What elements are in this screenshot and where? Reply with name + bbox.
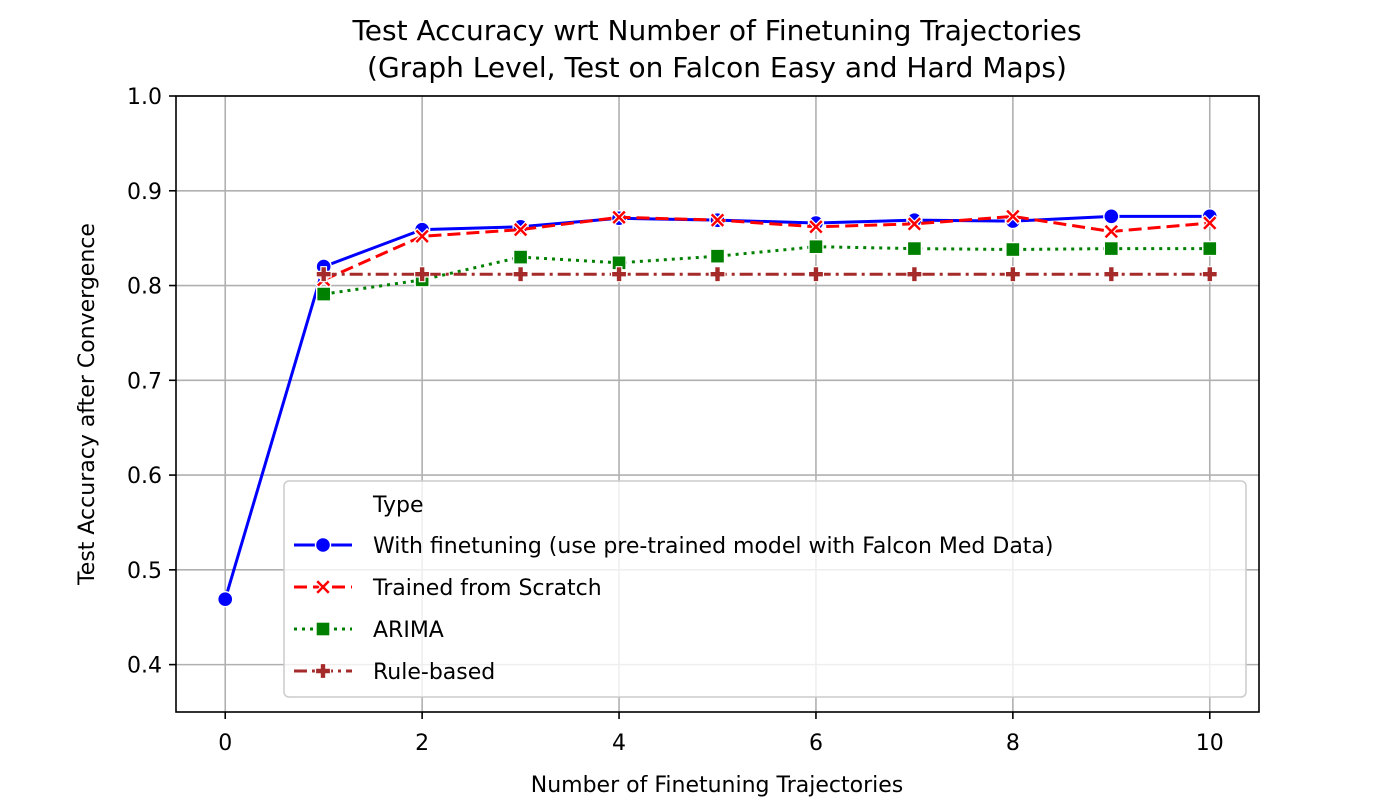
legend-entry-2: Trained from Scratch xyxy=(294,576,602,601)
legend-marker xyxy=(314,536,332,554)
data-point xyxy=(1103,266,1120,283)
y-tick-label: 0.5 xyxy=(127,559,162,584)
legend-entries: With finetuning (use pre-trained model w… xyxy=(294,534,1054,685)
data-point xyxy=(906,240,923,257)
data-point xyxy=(807,266,825,283)
chart-title: Test Accuracy wrt Number of Finetuning T… xyxy=(351,14,1081,47)
legend-box xyxy=(283,480,1247,698)
data-point xyxy=(709,266,726,283)
series-2 xyxy=(315,208,1219,289)
y-tick-label: 0.4 xyxy=(127,654,162,679)
legend-label: Rule-based xyxy=(373,660,495,685)
y-tick-label: 0.7 xyxy=(127,369,162,394)
legend: Type With finetuning (use pre-trained mo… xyxy=(283,480,1247,698)
x-tick-label: 4 xyxy=(612,731,626,756)
data-point xyxy=(512,266,529,283)
data-point xyxy=(1102,223,1120,240)
data-point xyxy=(315,266,332,283)
x-tick-label: 2 xyxy=(415,731,429,756)
y-tick-label: 1.0 xyxy=(127,85,162,110)
legend-entry-3: ARIMA xyxy=(294,618,444,643)
legend-label: ARIMA xyxy=(373,618,444,643)
data-point xyxy=(1103,208,1120,225)
data-point xyxy=(414,266,431,283)
legend-marker xyxy=(314,662,332,680)
data-point xyxy=(315,286,332,302)
axis-ticks: 0 2 4 6 8 10 0.4 0.5 0.6 0.7 0.8 0.9 1.0 xyxy=(127,85,1224,756)
data-point xyxy=(808,238,824,255)
legend-marker xyxy=(314,578,332,596)
data-point xyxy=(217,591,234,608)
data-point xyxy=(512,249,529,265)
legend-label: Trained from Scratch xyxy=(372,576,602,601)
x-tick-label: 0 xyxy=(218,731,232,756)
legend-entry-4: Rule-based xyxy=(294,660,495,685)
legend-entry-1: With finetuning (use pre-trained model w… xyxy=(294,534,1054,559)
series-line xyxy=(323,214,1210,282)
data-point xyxy=(1004,266,1021,283)
data-point xyxy=(1005,241,1021,258)
x-axis-label: Number of Finetuning Trajectories xyxy=(531,773,903,798)
data-point xyxy=(807,218,825,236)
plot-series xyxy=(217,208,1219,608)
data-point xyxy=(413,227,431,245)
y-tick-label: 0.9 xyxy=(127,180,162,205)
x-tick-label: 10 xyxy=(1196,731,1224,756)
legend-title: Type xyxy=(372,493,424,518)
data-point xyxy=(709,211,726,229)
series-3 xyxy=(315,238,1218,302)
legend-label: With finetuning (use pre-trained model w… xyxy=(373,534,1054,559)
data-point xyxy=(1202,240,1218,257)
data-point xyxy=(610,208,628,226)
series-4 xyxy=(315,266,1218,283)
data-point xyxy=(1004,208,1022,225)
data-point xyxy=(906,215,923,233)
legend-marker xyxy=(315,621,331,637)
data-point xyxy=(1103,240,1120,257)
data-point xyxy=(1201,266,1218,283)
data-point xyxy=(906,266,923,283)
x-tick-label: 6 xyxy=(809,731,823,756)
data-point xyxy=(709,248,726,264)
data-point xyxy=(512,221,529,238)
x-tick-label: 8 xyxy=(1006,731,1020,756)
y-axis-label: Test Accuracy after Convergence xyxy=(75,223,100,586)
y-tick-label: 0.8 xyxy=(127,275,162,300)
y-tick-label: 0.6 xyxy=(127,464,162,489)
data-point xyxy=(1201,214,1219,232)
plot-frame xyxy=(175,95,1260,713)
data-point xyxy=(610,266,628,283)
chart-subtitle: (Graph Level, Test on Falcon Easy and Ha… xyxy=(367,51,1067,84)
